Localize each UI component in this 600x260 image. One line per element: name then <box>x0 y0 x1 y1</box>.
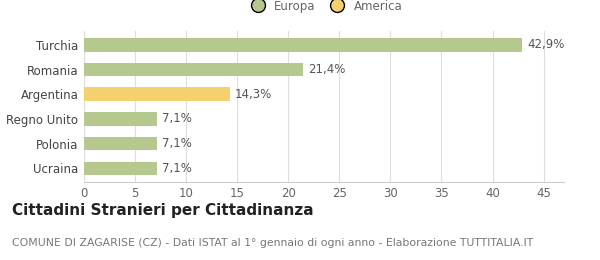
Text: 7,1%: 7,1% <box>161 137 191 150</box>
Bar <box>84 38 522 52</box>
Text: Cittadini Stranieri per Cittadinanza: Cittadini Stranieri per Cittadinanza <box>12 203 314 218</box>
Text: COMUNE DI ZAGARISE (CZ) - Dati ISTAT al 1° gennaio di ogni anno - Elaborazione T: COMUNE DI ZAGARISE (CZ) - Dati ISTAT al … <box>12 238 533 248</box>
Text: 42,9%: 42,9% <box>527 38 565 51</box>
Text: 14,3%: 14,3% <box>235 88 272 101</box>
Bar <box>84 63 302 76</box>
Legend: Europa, America: Europa, America <box>241 0 407 17</box>
Bar <box>84 137 157 151</box>
Text: 7,1%: 7,1% <box>161 113 191 126</box>
Text: 7,1%: 7,1% <box>161 162 191 175</box>
Text: 21,4%: 21,4% <box>308 63 345 76</box>
Bar <box>84 112 157 126</box>
Bar <box>84 87 230 101</box>
Bar <box>84 161 157 175</box>
